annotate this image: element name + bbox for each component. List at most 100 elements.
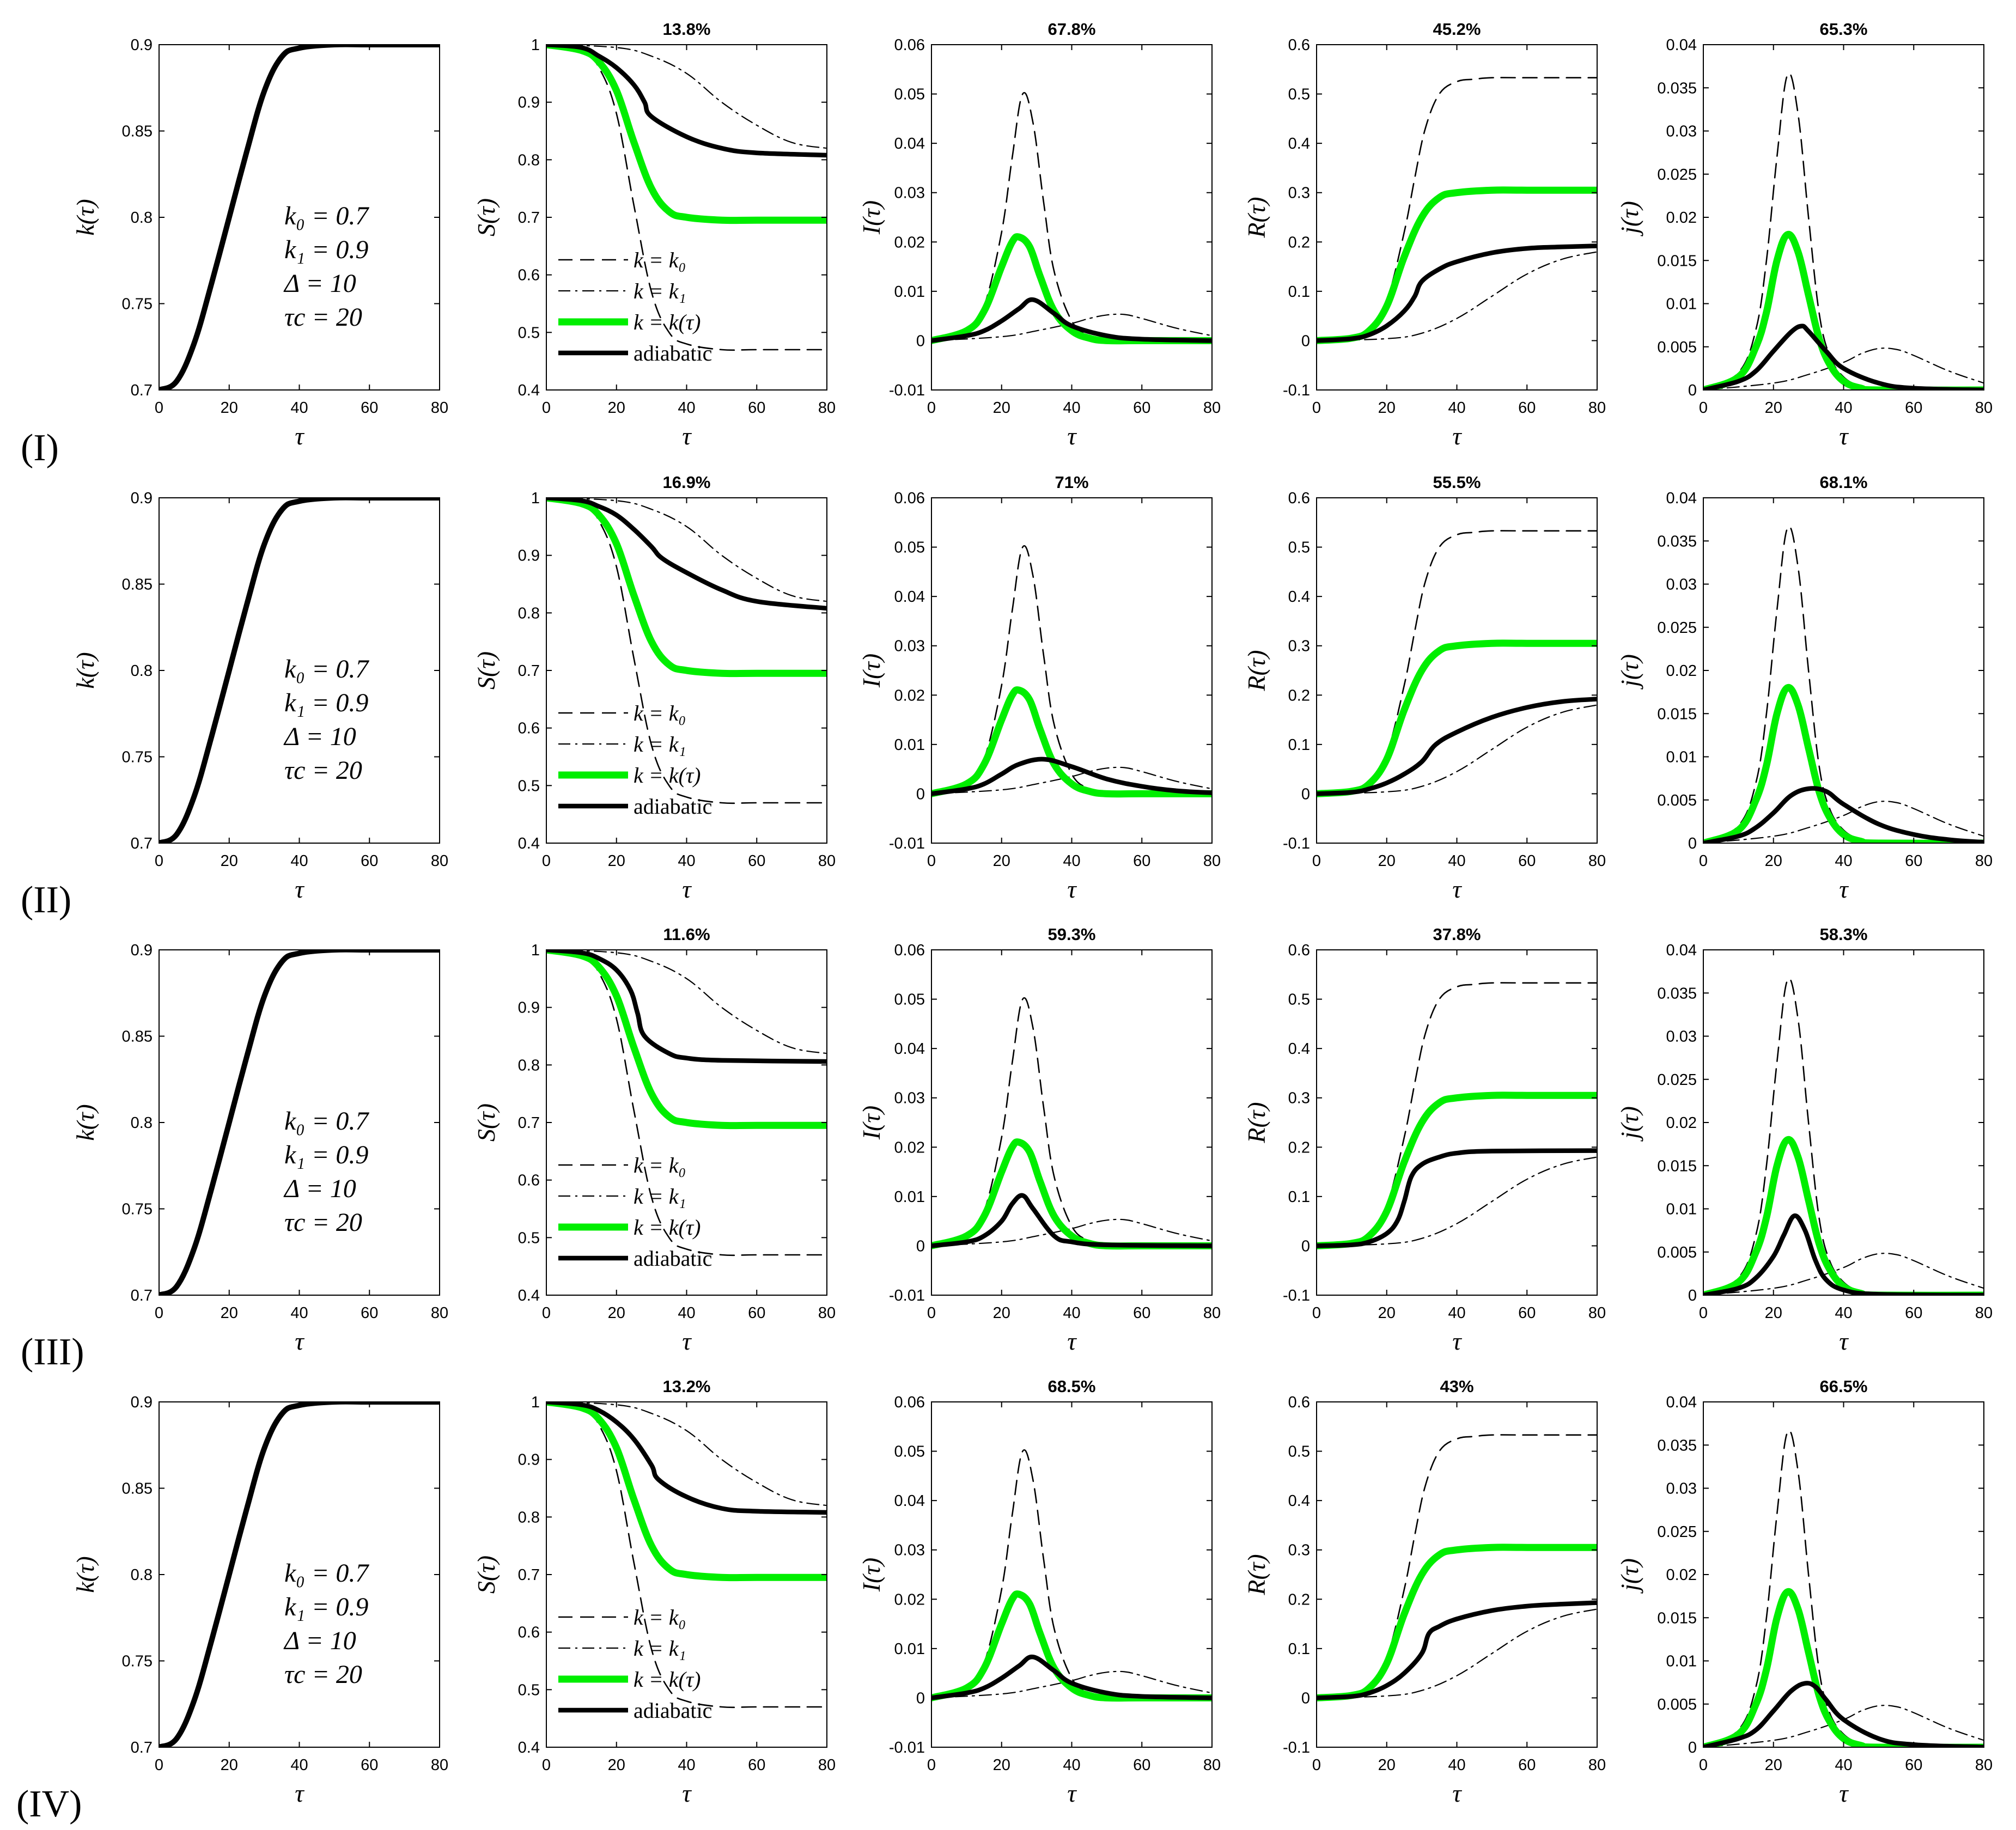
x-tick-label: 40 — [1063, 399, 1080, 417]
x-tick-label: 80 — [1975, 1756, 1993, 1774]
row-label: (IV) — [16, 1783, 82, 1825]
y-tick-label: -0.01 — [889, 835, 925, 852]
x-tick-label: 60 — [1905, 852, 1922, 870]
x-tick-label: 20 — [608, 1304, 625, 1322]
y-tick-label: 0.02 — [894, 234, 925, 251]
panel-j-row-4: 0 20 40 60 80 0 0.005 0.01 0.015 0.02 0.025 0.03 0.0… — [1616, 1377, 1993, 1807]
series-line-adiabatic — [546, 498, 827, 611]
y-axis-label: k(τ) — [71, 1556, 99, 1593]
parameter-text: k₀ = 0.7 — [284, 655, 369, 684]
x-axis-label: τ — [1452, 1779, 1462, 1807]
panel-percentage: 66.5% — [1820, 1377, 1868, 1396]
x-tick-label: 60 — [748, 399, 765, 417]
y-tick-label: -0.1 — [1283, 1739, 1310, 1756]
panel-S-row-4: 0 20 40 60 80 0.4 0.5 0.6 0.7 0.8 0.9 1 τ S(τ) 13.2% k … — [472, 1377, 836, 1807]
y-axis-label: I(τ) — [857, 654, 885, 688]
x-axis-label: τ — [1067, 1779, 1077, 1807]
panel-I-row-2: 0 20 40 60 80-0.0100.010.020.030.040.050.06τ… — [857, 473, 1221, 903]
y-axis-label: k(τ) — [71, 652, 99, 689]
x-tick-label: 20 — [1765, 1756, 1782, 1774]
series-line-adiabatic — [931, 1654, 1212, 1700]
y-tick-label: 0 — [1301, 332, 1310, 350]
x-tick-label: 20 — [1378, 1304, 1396, 1322]
series-line-k-k — [931, 91, 1212, 342]
series-line-k-k — [1317, 704, 1597, 795]
y-tick-label: 0.04 — [894, 588, 925, 606]
panel-R-row-4: 0 20 40 60 80-0.100.10.20.30.40.50.6τR(τ)43% — [1243, 1377, 1606, 1807]
x-tick-label: 60 — [361, 1756, 378, 1774]
y-tick-label: -0.01 — [889, 1739, 925, 1756]
x-tick-label: 80 — [431, 399, 448, 417]
series-line-k-k — [1703, 1705, 1984, 1747]
x-tick-label: 40 — [678, 852, 695, 870]
y-tick-label: 0.025 — [1657, 1071, 1697, 1089]
y-tick-label: 0.2 — [1288, 687, 1310, 704]
series-line-k-k — [1703, 1136, 1984, 1295]
x-axis-label: τ — [1452, 875, 1462, 903]
axes-frame — [1703, 44, 1984, 391]
y-tick-label: 0.4 — [518, 1739, 540, 1756]
panel-I-row-4: 0 20 40 60 80-0.0100.010.020.030.040.050.06τ… — [857, 1377, 1221, 1807]
y-tick-label: 0.2 — [1288, 234, 1310, 251]
y-axis-label: S(τ) — [472, 1103, 500, 1142]
panel-k-row-2: 0 20 40 60 80 0.7 0.75 0.8 0.85 0.9 τ k(τ) k₀ = 0.7 k… — [71, 490, 448, 903]
y-tick-label: 0.03 — [1666, 1480, 1697, 1498]
series-line-adiabatic — [546, 45, 827, 158]
y-tick-label: -0.1 — [1283, 382, 1310, 399]
x-tick-label: 60 — [1518, 399, 1536, 417]
x-axis-label: τ — [1067, 1327, 1077, 1355]
parameter-text: k₀ = 0.7 — [284, 1559, 369, 1588]
series-line-k-k — [1317, 77, 1597, 341]
parameter-text: k₁ = 0.9 — [284, 1593, 368, 1621]
y-tick-label: 0.85 — [122, 1480, 153, 1498]
x-tick-label: 80 — [818, 1756, 836, 1774]
x-tick-label: 0 — [542, 1304, 551, 1322]
x-tick-label: 40 — [1448, 1756, 1465, 1774]
x-tick-label: 80 — [818, 399, 836, 417]
x-tick-label: 20 — [608, 852, 625, 870]
series-line-k-k — [546, 45, 827, 149]
x-axis-label: τ — [682, 422, 692, 450]
x-axis-label: τ — [1067, 875, 1077, 903]
y-tick-label: 0.2 — [1288, 1139, 1310, 1156]
y-tick-label: 0.005 — [1657, 1696, 1697, 1713]
x-tick-label: 20 — [993, 1304, 1010, 1322]
x-tick-label: 60 — [748, 1756, 765, 1774]
y-tick-label: 0.025 — [1657, 619, 1697, 637]
x-tick-label: 0 — [542, 852, 551, 870]
x-tick-label: 0 — [1699, 1304, 1708, 1322]
legend-entry: k = k₀ — [634, 1605, 686, 1630]
x-tick-label: 60 — [361, 1304, 378, 1322]
legend-entry: k = k(τ) — [634, 310, 701, 334]
y-tick-label: 0.9 — [518, 94, 540, 112]
y-tick-label: 0.03 — [894, 1090, 925, 1107]
y-tick-label: 0.03 — [1666, 576, 1697, 594]
y-axis-label: R(τ) — [1243, 650, 1270, 691]
panel-percentage: 67.8% — [1048, 20, 1096, 39]
y-tick-label: 0.015 — [1657, 705, 1697, 723]
y-tick-label: 0 — [1301, 1237, 1310, 1255]
panel-R-row-2: 0 20 40 60 80-0.100.10.20.30.40.50.6τR(τ)55.… — [1243, 473, 1606, 903]
series-line-k-k — [546, 950, 827, 1130]
series-line-k-k — [931, 997, 1212, 1247]
x-tick-label: 20 — [1765, 399, 1782, 417]
x-tick-label: 80 — [1203, 399, 1221, 417]
x-axis-label: τ — [1839, 1327, 1849, 1355]
x-tick-label: 60 — [1905, 1304, 1922, 1322]
series-line-k-k — [546, 45, 827, 351]
legend-entry: k = k(τ) — [634, 763, 701, 788]
y-tick-label: -0.01 — [889, 1287, 925, 1304]
parameter-text: Δ = 10 — [283, 1174, 356, 1203]
x-tick-label: 80 — [1588, 852, 1606, 870]
y-tick-label: 0.035 — [1657, 1437, 1697, 1454]
panel-percentage: 55.5% — [1433, 473, 1481, 492]
y-axis-label: j(τ) — [1616, 654, 1643, 690]
legend-entry: adiabatic — [634, 1246, 712, 1271]
x-tick-label: 40 — [678, 1304, 695, 1322]
x-tick-label: 40 — [1835, 1304, 1852, 1322]
parameter-text: k₀ = 0.7 — [284, 1107, 369, 1136]
parameter-text: k₁ = 0.9 — [284, 1140, 368, 1169]
y-tick-label: 0.7 — [131, 835, 153, 852]
series-line-k-k — [546, 498, 827, 804]
